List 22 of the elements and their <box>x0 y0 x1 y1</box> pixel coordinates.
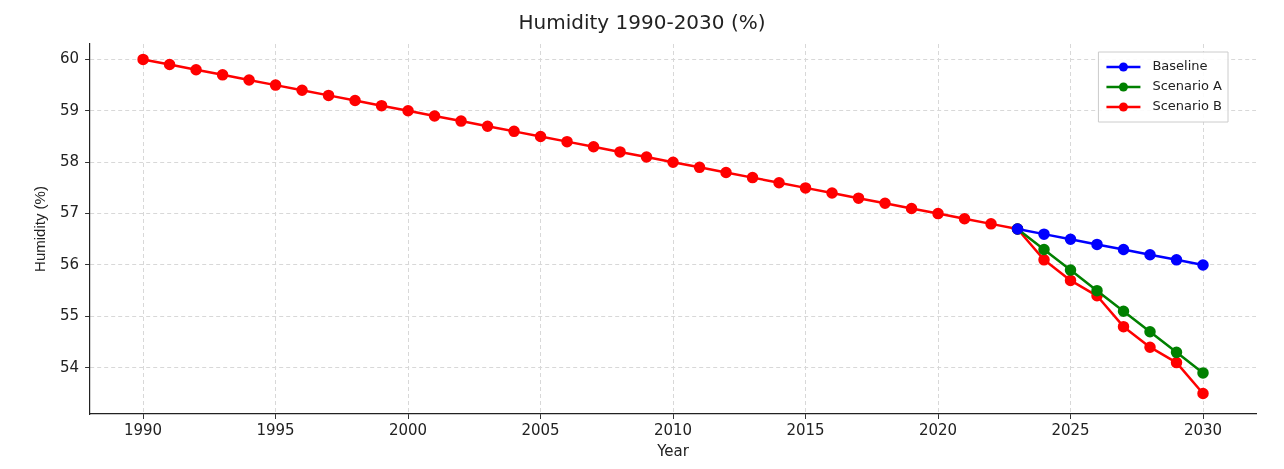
x-tick-label: 1995 <box>256 420 295 439</box>
y-axis-title: Humidity (%) <box>31 186 49 272</box>
x-tick-label: 2030 <box>1183 420 1223 439</box>
y-tick-label: 60 <box>59 49 80 68</box>
y-tick-label: 54 <box>59 357 80 376</box>
legend-label: Scenario B <box>1152 98 1223 114</box>
x-tick-label: 2020 <box>918 420 958 439</box>
x-tick-label: 2010 <box>653 420 693 439</box>
y-tick-label: 55 <box>59 306 80 325</box>
x-tick-label: 1990 <box>123 420 163 439</box>
legend-label: Baseline <box>1152 58 1208 74</box>
y-tick-label: 57 <box>59 203 80 222</box>
x-tick-label: 2015 <box>786 420 825 439</box>
y-tick-label: 56 <box>59 254 80 273</box>
y-tick-label: 59 <box>59 100 80 119</box>
x-axis-title: Year <box>656 441 690 460</box>
legend-label: Scenario A <box>1152 78 1223 94</box>
y-tick-label: 58 <box>59 152 80 171</box>
x-tick-label: 2005 <box>521 420 560 439</box>
x-tick-label: 2025 <box>1051 420 1090 439</box>
chart-title: Humidity 1990-2030 (%) <box>518 10 766 35</box>
x-tick-label: 2000 <box>388 420 428 439</box>
